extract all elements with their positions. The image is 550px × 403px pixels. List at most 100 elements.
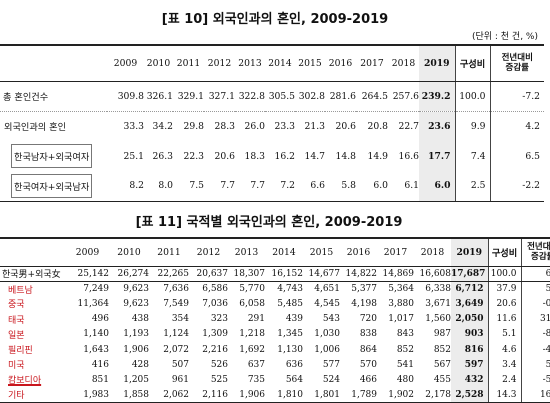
cell: 1,140: [83, 329, 109, 340]
cell-current: 816: [451, 341, 488, 358]
cell: 1,309: [202, 329, 228, 340]
row-label: 중국: [8, 300, 25, 311]
cell: 14,869: [377, 266, 414, 282]
cell: 636: [285, 359, 303, 370]
row-label: 기타: [0, 387, 66, 403]
unit-label: (단위 : 천 건, %): [471, 32, 538, 42]
cell: 526: [210, 359, 228, 370]
share-cell: 7.4: [454, 141, 490, 171]
cell: 6,058: [239, 298, 265, 309]
cell: 5,770: [239, 284, 265, 295]
cell: 543: [322, 314, 340, 325]
cell: 8.2: [107, 171, 144, 202]
cell: 33.3: [123, 120, 144, 132]
cell: 1,902: [377, 387, 414, 403]
table-row: 중국 11,364 9,623 7,549 7,036 6,058 5,485 4,545 4,…: [0, 296, 550, 312]
year-header: 2018: [388, 44, 419, 82]
cell: 2,116: [189, 387, 228, 403]
table-10-title: [표 10] 외국인과의 혼인, 2009-2019: [161, 12, 389, 27]
share-cell: 2.5: [454, 171, 490, 202]
cell: 2,216: [202, 344, 228, 355]
cell-current: 2,528: [451, 387, 488, 403]
cell: 322.8: [235, 81, 265, 112]
row-label: 한국남자+외국여자: [0, 141, 107, 171]
share-header: 구성비: [454, 44, 490, 82]
cell-current: 6,712: [451, 281, 488, 297]
cell: 1,560: [425, 314, 451, 325]
cell: 14.7: [304, 150, 325, 162]
cell: 20.6: [214, 150, 235, 162]
table-row: 외국인과의 혼인 33.3 34.2 29.8 28.3 26.0 23.3 2…: [0, 111, 544, 141]
cell: 455: [433, 374, 451, 385]
share-cell: 100.0: [454, 81, 490, 112]
cell: 416: [91, 359, 109, 370]
cell: 14.9: [367, 150, 388, 162]
cell: 1,858: [109, 387, 149, 403]
cell: 21.3: [304, 120, 325, 132]
table-row: 기타 1,983 1,858 2,062 2,116 1,906 1,810 1,801 1,7…: [0, 387, 550, 403]
cell: 323: [210, 314, 228, 325]
cell: 5,485: [277, 298, 303, 309]
share-cell: 11.6: [487, 311, 521, 327]
row-label: 태국: [8, 315, 25, 326]
cell: 329.1: [173, 81, 204, 112]
year-header: 2009: [66, 237, 109, 267]
cell: 1,789: [340, 387, 377, 403]
cell: 8.0: [144, 171, 173, 202]
cell: 720: [359, 314, 377, 325]
share-cell: 2.4: [487, 372, 521, 388]
table-row: 한국남자+외국여자 25.1 26.3 22.3 20.6 18.3 16.2 …: [0, 141, 544, 171]
cell: 327.1: [204, 81, 235, 112]
cell: 14.8: [335, 150, 356, 162]
cell: 34.2: [152, 120, 173, 132]
cell: 1,692: [239, 344, 265, 355]
share-cell: 20.6: [487, 296, 521, 312]
table-11-title: [표 11] 국적별 외국인과의 혼인, 2009-2019: [135, 215, 403, 230]
row-label: 한국男+외국女: [0, 266, 66, 282]
cell: 466: [359, 374, 377, 385]
cell: 570: [359, 359, 377, 370]
cell: 1,218: [239, 329, 265, 340]
year-header: 2010: [144, 44, 173, 82]
change-cell: 6.5: [489, 141, 544, 171]
cell: 16,608: [414, 266, 451, 282]
year-header: 2016: [340, 237, 377, 267]
cell: 2,178: [414, 387, 451, 403]
change-cell: 5.3: [520, 357, 550, 373]
cell: 29.8: [183, 120, 204, 132]
cell-current: 17,687: [451, 266, 488, 282]
cell: 1,124: [163, 329, 189, 340]
table-row: 미국 416 428 507 526 637 636 577 570 541 5675973.45.…: [0, 357, 550, 373]
cell-current: 2,050: [451, 311, 488, 327]
cell: 302.8: [295, 81, 325, 112]
cell: 3,671: [425, 298, 451, 309]
cell: 26,274: [109, 266, 149, 282]
share-cell: 37.9: [487, 281, 521, 297]
cell: 25,142: [66, 266, 109, 282]
cell: 5,364: [388, 284, 414, 295]
change-cell: -2.2: [489, 171, 544, 202]
change-cell: -8.5: [520, 326, 550, 342]
cell: 7,636: [163, 284, 189, 295]
cell: 305.5: [265, 81, 295, 112]
cell: 14,677: [303, 266, 340, 282]
change-cell: -0.6: [520, 296, 550, 312]
cell-current: 239.2: [419, 81, 455, 112]
cell: 838: [359, 329, 377, 340]
table-row: 총 혼인건수 309.8 326.1 329.1 327.1 322.8 305…: [0, 81, 544, 112]
change-header-line1: 전년대비: [501, 53, 533, 64]
share-cell: 4.6: [487, 341, 521, 358]
row-label-box: 한국여자+외국남자: [11, 173, 93, 198]
cell: 4,545: [314, 298, 340, 309]
year-header: 2012: [189, 237, 228, 267]
cell: 1,017: [388, 314, 414, 325]
cell: 480: [396, 374, 414, 385]
year-header: 2009: [107, 44, 144, 82]
cell: 22,265: [149, 266, 189, 282]
cell: 23.3: [274, 120, 295, 132]
cell: 6,586: [202, 284, 228, 295]
cell-current: 3,649: [451, 296, 488, 312]
cell: 5,377: [351, 284, 377, 295]
